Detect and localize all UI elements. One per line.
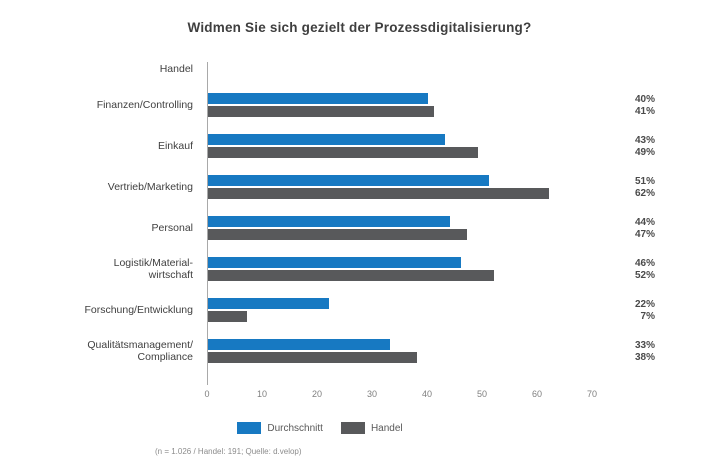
bar-handel — [208, 270, 494, 281]
bar-durchschnitt — [208, 175, 489, 186]
legend-label: Handel — [370, 422, 403, 434]
value-label: 43% 49% — [634, 135, 655, 158]
value-label: 51% 62% — [634, 176, 655, 199]
category-label: Qualitätsmanagement/ Compliance — [87, 339, 193, 363]
bar-handel — [208, 229, 467, 240]
x-tick-label: 10 — [256, 389, 267, 399]
x-tick-label: 50 — [476, 389, 487, 399]
value-label: 33% 38% — [634, 340, 655, 363]
category-label: Vertrieb/Marketing — [107, 181, 193, 193]
value-label: 44% 47% — [634, 217, 655, 240]
y-axis-line — [207, 62, 593, 385]
bar-handel — [208, 352, 417, 363]
bar-handel — [208, 106, 434, 117]
category-label: Personal — [151, 222, 193, 234]
legend: Durchschnitt Handel — [0, 420, 640, 436]
x-tick-label: 60 — [531, 389, 542, 399]
bar-durchschnitt — [208, 216, 450, 227]
bar-rows: Finanzen/Controlling 40% 41% Einkauf 43% 49… — [0, 62, 719, 385]
category-label: Logistik/Material- wirtschaft — [113, 257, 193, 281]
bar-durchschnitt — [208, 339, 390, 350]
bar-handel — [208, 188, 549, 199]
x-tick-label: 0 — [204, 389, 210, 399]
bar-durchschnitt — [208, 257, 461, 268]
x-tick-label: 40 — [421, 389, 432, 399]
category-label: Forschung/Entwicklung — [84, 304, 193, 316]
x-tick-label: 20 — [311, 389, 322, 399]
bar-durchschnitt — [208, 93, 428, 104]
x-axis: 0 10 20 30 40 50 60 70 — [0, 389, 719, 403]
bar-durchschnitt — [208, 298, 329, 309]
value-label: 46% 52% — [634, 258, 655, 281]
bar-handel — [208, 147, 478, 158]
chart-title: Widmen Sie sich gezielt der Prozessdigit… — [187, 20, 532, 35]
bar-handel — [208, 311, 247, 322]
legend-item: Handel — [340, 422, 403, 434]
x-tick-label: 70 — [586, 389, 597, 399]
category-label: Einkauf — [157, 140, 193, 152]
category-label: Finanzen/Controlling — [96, 99, 193, 111]
column-header-handel: Handel — [159, 63, 193, 75]
bar-durchschnitt — [208, 134, 445, 145]
legend-swatch — [237, 422, 262, 434]
x-tick-label: 30 — [366, 389, 377, 399]
legend-swatch — [340, 422, 365, 434]
value-label: 22% 7% — [634, 299, 655, 322]
legend-label: Durchschnitt — [267, 422, 323, 434]
legend-item: Durchschnitt — [237, 422, 323, 434]
footnote: (n = 1.026 / Handel: 191; Quelle: d.velo… — [155, 447, 302, 456]
value-label: 40% 41% — [634, 94, 655, 117]
